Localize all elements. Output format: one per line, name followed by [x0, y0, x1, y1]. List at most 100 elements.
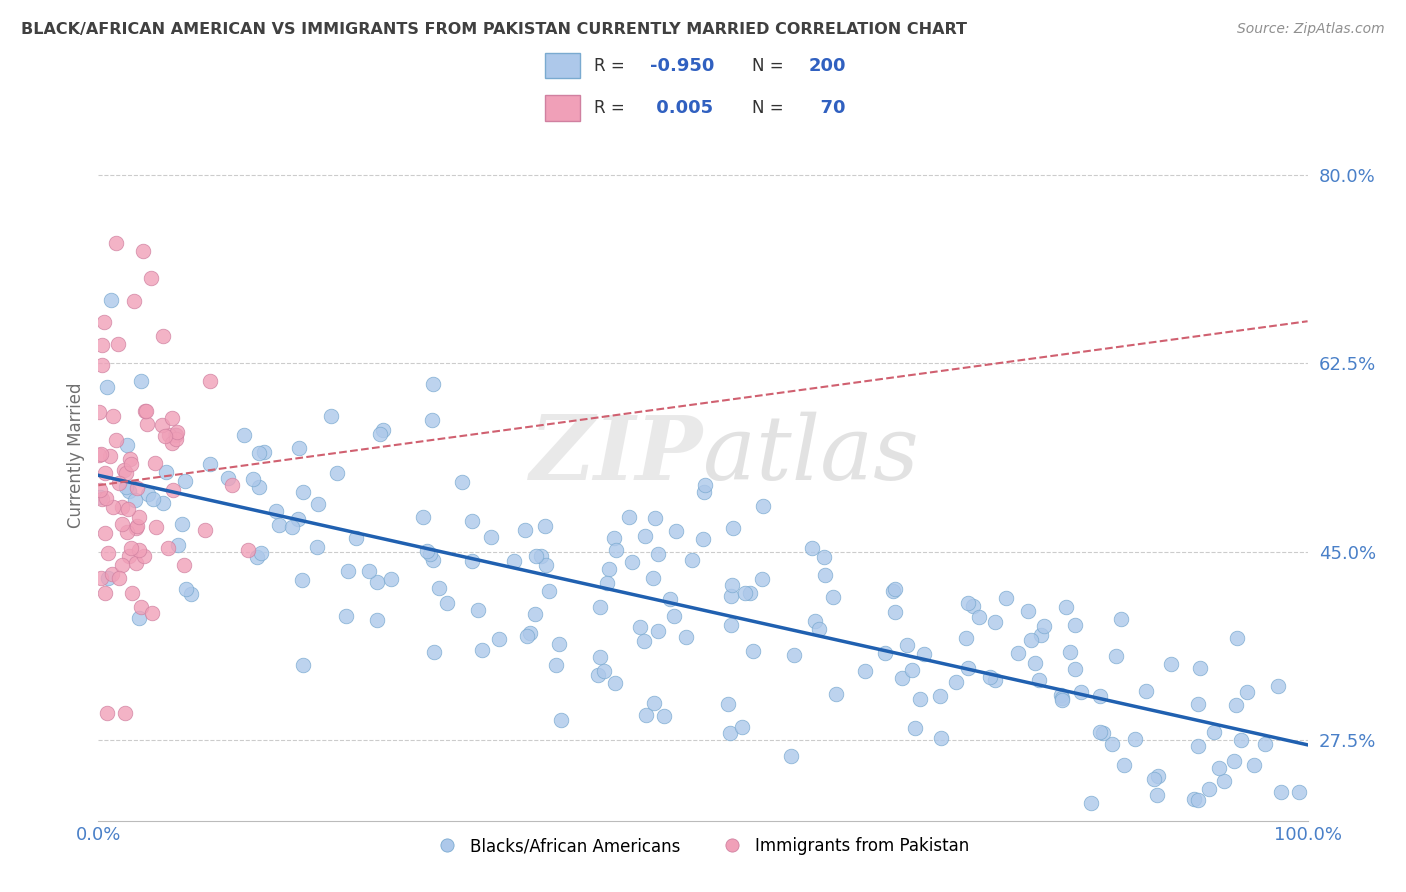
Point	[118, 549, 141, 563]
Point	[536, 558, 558, 572]
Point	[1223, 754, 1246, 768]
Point	[721, 521, 744, 535]
Text: -0.950: -0.950	[650, 57, 714, 75]
Point	[1147, 769, 1170, 783]
Point	[117, 484, 139, 499]
Point	[593, 664, 616, 678]
Point	[112, 463, 135, 477]
Point	[731, 720, 754, 734]
Point	[173, 558, 195, 572]
Point	[1088, 689, 1111, 703]
Point	[143, 456, 166, 470]
Point	[281, 520, 304, 534]
Point	[1146, 788, 1168, 802]
Point	[967, 610, 990, 624]
Point	[586, 668, 609, 682]
Point	[101, 566, 124, 581]
Point	[122, 294, 145, 309]
Point	[984, 673, 1007, 687]
Point	[647, 624, 669, 638]
Point	[1101, 737, 1123, 751]
Point	[873, 646, 896, 660]
Point	[1187, 739, 1209, 753]
Point	[471, 643, 494, 657]
Point	[450, 475, 472, 490]
Point	[1187, 697, 1209, 711]
Point	[634, 708, 657, 723]
Point	[1288, 785, 1310, 799]
Point	[1188, 661, 1211, 675]
Point	[524, 549, 547, 563]
Point	[896, 639, 918, 653]
Point	[366, 613, 388, 627]
Point	[621, 555, 644, 569]
Point	[804, 615, 827, 629]
Point	[266, 504, 288, 518]
Point	[98, 449, 121, 463]
Point	[155, 429, 177, 443]
Point	[436, 597, 458, 611]
Point	[420, 413, 443, 427]
Point	[194, 523, 217, 537]
Point	[516, 629, 538, 643]
Point	[131, 374, 153, 388]
Point	[1031, 627, 1053, 641]
Point	[662, 609, 685, 624]
Point	[117, 502, 139, 516]
Point	[93, 466, 115, 480]
Point	[523, 607, 546, 622]
Point	[652, 708, 675, 723]
Point	[307, 497, 329, 511]
Point	[371, 423, 394, 437]
Point	[1064, 618, 1087, 632]
Point	[681, 553, 703, 567]
Text: 0.005: 0.005	[650, 99, 713, 117]
Point	[693, 485, 716, 500]
Point	[145, 520, 167, 534]
Point	[530, 549, 553, 563]
Point	[641, 571, 664, 585]
Point	[807, 622, 830, 636]
Point	[675, 630, 697, 644]
Point	[114, 706, 136, 720]
Point	[598, 562, 620, 576]
Text: BLACK/AFRICAN AMERICAN VS IMMIGRANTS FROM PAKISTAN CURRENTLY MARRIED CORRELATION: BLACK/AFRICAN AMERICAN VS IMMIGRANTS FRO…	[21, 22, 967, 37]
Point	[419, 547, 441, 561]
Point	[983, 615, 1005, 630]
Point	[962, 599, 984, 613]
Point	[141, 606, 163, 620]
Point	[121, 457, 143, 471]
Point	[253, 444, 276, 458]
Point	[1080, 796, 1102, 810]
Point	[1123, 731, 1146, 746]
Point	[929, 731, 952, 746]
Point	[884, 605, 907, 619]
Point	[221, 478, 243, 492]
Point	[589, 649, 612, 664]
Point	[157, 427, 180, 442]
Point	[647, 547, 669, 561]
Point	[695, 477, 717, 491]
Point	[644, 511, 666, 525]
Point	[321, 409, 343, 423]
Point	[628, 620, 651, 634]
Point	[359, 564, 381, 578]
Point	[160, 436, 183, 450]
Point	[994, 591, 1017, 605]
Point	[1135, 683, 1157, 698]
Point	[174, 582, 197, 596]
Point	[111, 558, 134, 573]
Point	[955, 631, 977, 645]
Point	[97, 546, 120, 560]
Point	[128, 509, 150, 524]
Point	[172, 516, 194, 531]
Point	[217, 471, 239, 485]
Point	[107, 337, 129, 351]
Point	[544, 657, 567, 672]
Point	[479, 530, 502, 544]
Point	[550, 714, 572, 728]
Point	[617, 509, 640, 524]
Point	[89, 490, 111, 504]
Point	[139, 270, 162, 285]
Point	[380, 572, 402, 586]
